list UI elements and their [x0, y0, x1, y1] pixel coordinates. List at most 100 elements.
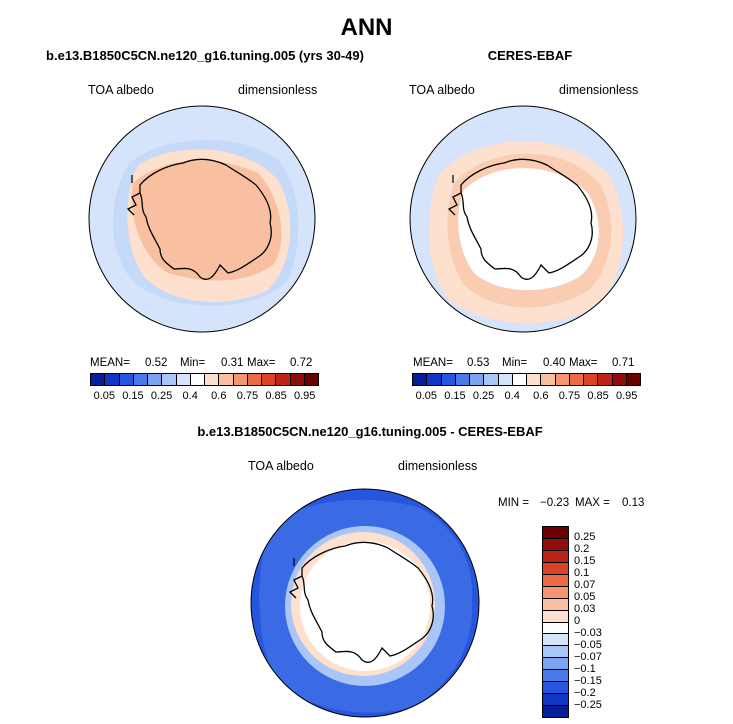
colorbar-tick-label: 0.1: [574, 567, 590, 579]
colorbar-tick-label: −0.2: [574, 687, 596, 699]
antarctic-peninsula: [288, 575, 303, 599]
colorbar-tick-label: −0.1: [574, 663, 596, 675]
colorbar-tick-label: 0.75: [236, 390, 259, 402]
colorbar-swatch: [148, 374, 163, 385]
colorbar-swatch: [498, 374, 513, 385]
colorbar-tick-label: 0.85: [587, 390, 609, 402]
colorbar-tick-label: 0.05: [574, 591, 596, 603]
colorbar-swatch: [276, 374, 291, 385]
colorbar-swatch: [569, 374, 584, 385]
colorbar-swatch: [541, 374, 556, 385]
panel1-max-label: Max=: [247, 357, 276, 369]
map-boundary: [88, 105, 316, 333]
antarctica-coastline: [139, 158, 272, 280]
colorbar-tick-label: 0.4: [182, 390, 198, 402]
panel1-colorbar: [90, 373, 319, 386]
colorbar-swatch: [543, 694, 568, 707]
colorbar-swatch: [119, 374, 134, 385]
missing-data-interior: [458, 168, 599, 291]
colorbar-tick-label: 0.05: [93, 390, 116, 402]
panel1-units: dimensionless: [238, 83, 318, 97]
panel2-units: dimensionless: [559, 83, 639, 97]
colorbar-swatch: [455, 374, 470, 385]
panel2-min-label: Min=: [502, 357, 528, 369]
colorbar-tick-label: 0.07: [574, 579, 596, 591]
panel1-min-label: Min=: [180, 357, 206, 369]
colorbar-swatch: [626, 374, 640, 385]
colorbar-swatch: [555, 374, 570, 385]
colorbar-swatch: [290, 374, 305, 385]
colorbar-swatch: [176, 374, 191, 385]
colorbar-swatch: [527, 374, 542, 385]
panel1-max: 0.72: [290, 357, 313, 369]
colorbar-tick-label: 0.15: [122, 390, 144, 402]
colorbar-swatch: [543, 658, 568, 671]
panel3-min-label: MIN =: [498, 497, 529, 509]
panel2-colorbar-ticks: 0.05 0.15 0.25 0.4 0.6 0.75 0.85 0.95: [0, 390, 733, 404]
colorbar-swatch: [413, 374, 428, 385]
colorbar-tick-label: 0.03: [574, 603, 596, 615]
colorbar-swatch: [262, 374, 277, 385]
colorbar-swatch: [105, 374, 120, 385]
colorbar-tick-label: 0.25: [472, 390, 495, 402]
colorbar-tick-label: −0.03: [574, 627, 602, 639]
colorbar-swatch: [484, 374, 499, 385]
colorbar-tick-label: 0.25: [574, 531, 596, 543]
colorbar-tick-label: 0.6: [533, 390, 549, 402]
map-boundary: [250, 488, 480, 718]
missing-data-interior: [300, 541, 430, 671]
colorbar-swatch: [612, 374, 627, 385]
panel2-max: 0.71: [612, 357, 635, 369]
colorbar-swatch: [190, 374, 205, 385]
colorbar-tick-label: −0.07: [574, 651, 602, 663]
colorbar-swatch: [543, 622, 568, 635]
panel3-min: −0.23: [540, 497, 570, 509]
panel1-variable: TOA albedo: [88, 83, 154, 97]
panel1-colorbar-ticks: 0.05 0.15 0.25 0.4 0.6 0.75 0.85 0.95: [0, 390, 733, 404]
panel2-variable: TOA albedo: [409, 83, 475, 97]
colorbar-swatch: [543, 550, 568, 563]
panel1-min: 0.31: [221, 357, 244, 369]
colorbar-swatch: [427, 374, 442, 385]
colorbar-swatch: [543, 574, 568, 587]
panel3-variable: TOA albedo: [248, 459, 314, 473]
panel1-mean-label: MEAN=: [90, 357, 130, 369]
colorbar-tick-label: −0.25: [574, 699, 602, 711]
colorbar-swatch: [598, 374, 613, 385]
colorbar-swatch: [470, 374, 485, 385]
panel1-polar-map: [88, 105, 316, 333]
colorbar-swatch: [91, 374, 106, 385]
colorbar-tick-label: −0.15: [574, 675, 602, 687]
panel2-max-label: Max=: [569, 357, 598, 369]
colorbar-tick-label: 0.2: [574, 543, 590, 555]
colorbar-swatch: [512, 374, 527, 385]
map-boundary: [409, 105, 637, 333]
colorbar-swatch: [543, 527, 568, 539]
panel2-mean-label: MEAN=: [413, 357, 453, 369]
panel3-max-label: MAX =: [575, 497, 610, 509]
colorbar-swatch: [584, 374, 599, 385]
colorbar-swatch: [543, 586, 568, 599]
colorbar-swatch: [543, 706, 568, 717]
colorbar-tick-label: 0.4: [504, 390, 520, 402]
colorbar-swatch: [543, 634, 568, 647]
colorbar-tick-label: 0.85: [265, 390, 287, 402]
panel1-title: b.e13.B1850C5CN.ne120_g16.tuning.005 (yr…: [46, 48, 364, 63]
colorbar-tick-label: 0.25: [150, 390, 173, 402]
antarctic-peninsula: [126, 192, 141, 216]
colorbar-tick-label: 0.05: [415, 390, 438, 402]
colorbar-swatch: [219, 374, 234, 385]
antarctic-high-albedo: [131, 160, 282, 281]
colorbar-swatch: [205, 374, 220, 385]
colorbar-swatch: [543, 562, 568, 575]
panel3-polar-map: [250, 488, 480, 718]
colorbar-swatch: [247, 374, 262, 385]
colorbar-swatch: [543, 538, 568, 551]
colorbar-tick-label: −0.05: [574, 639, 602, 651]
colorbar-swatch: [233, 374, 248, 385]
panel3-colorbar: [542, 526, 569, 718]
panel3-title: b.e13.B1850C5CN.ne120_g16.tuning.005 - C…: [197, 424, 543, 439]
panel3-max: 0.13: [622, 497, 645, 509]
panel1-mean: 0.52: [145, 357, 168, 369]
colorbar-swatch: [543, 646, 568, 659]
